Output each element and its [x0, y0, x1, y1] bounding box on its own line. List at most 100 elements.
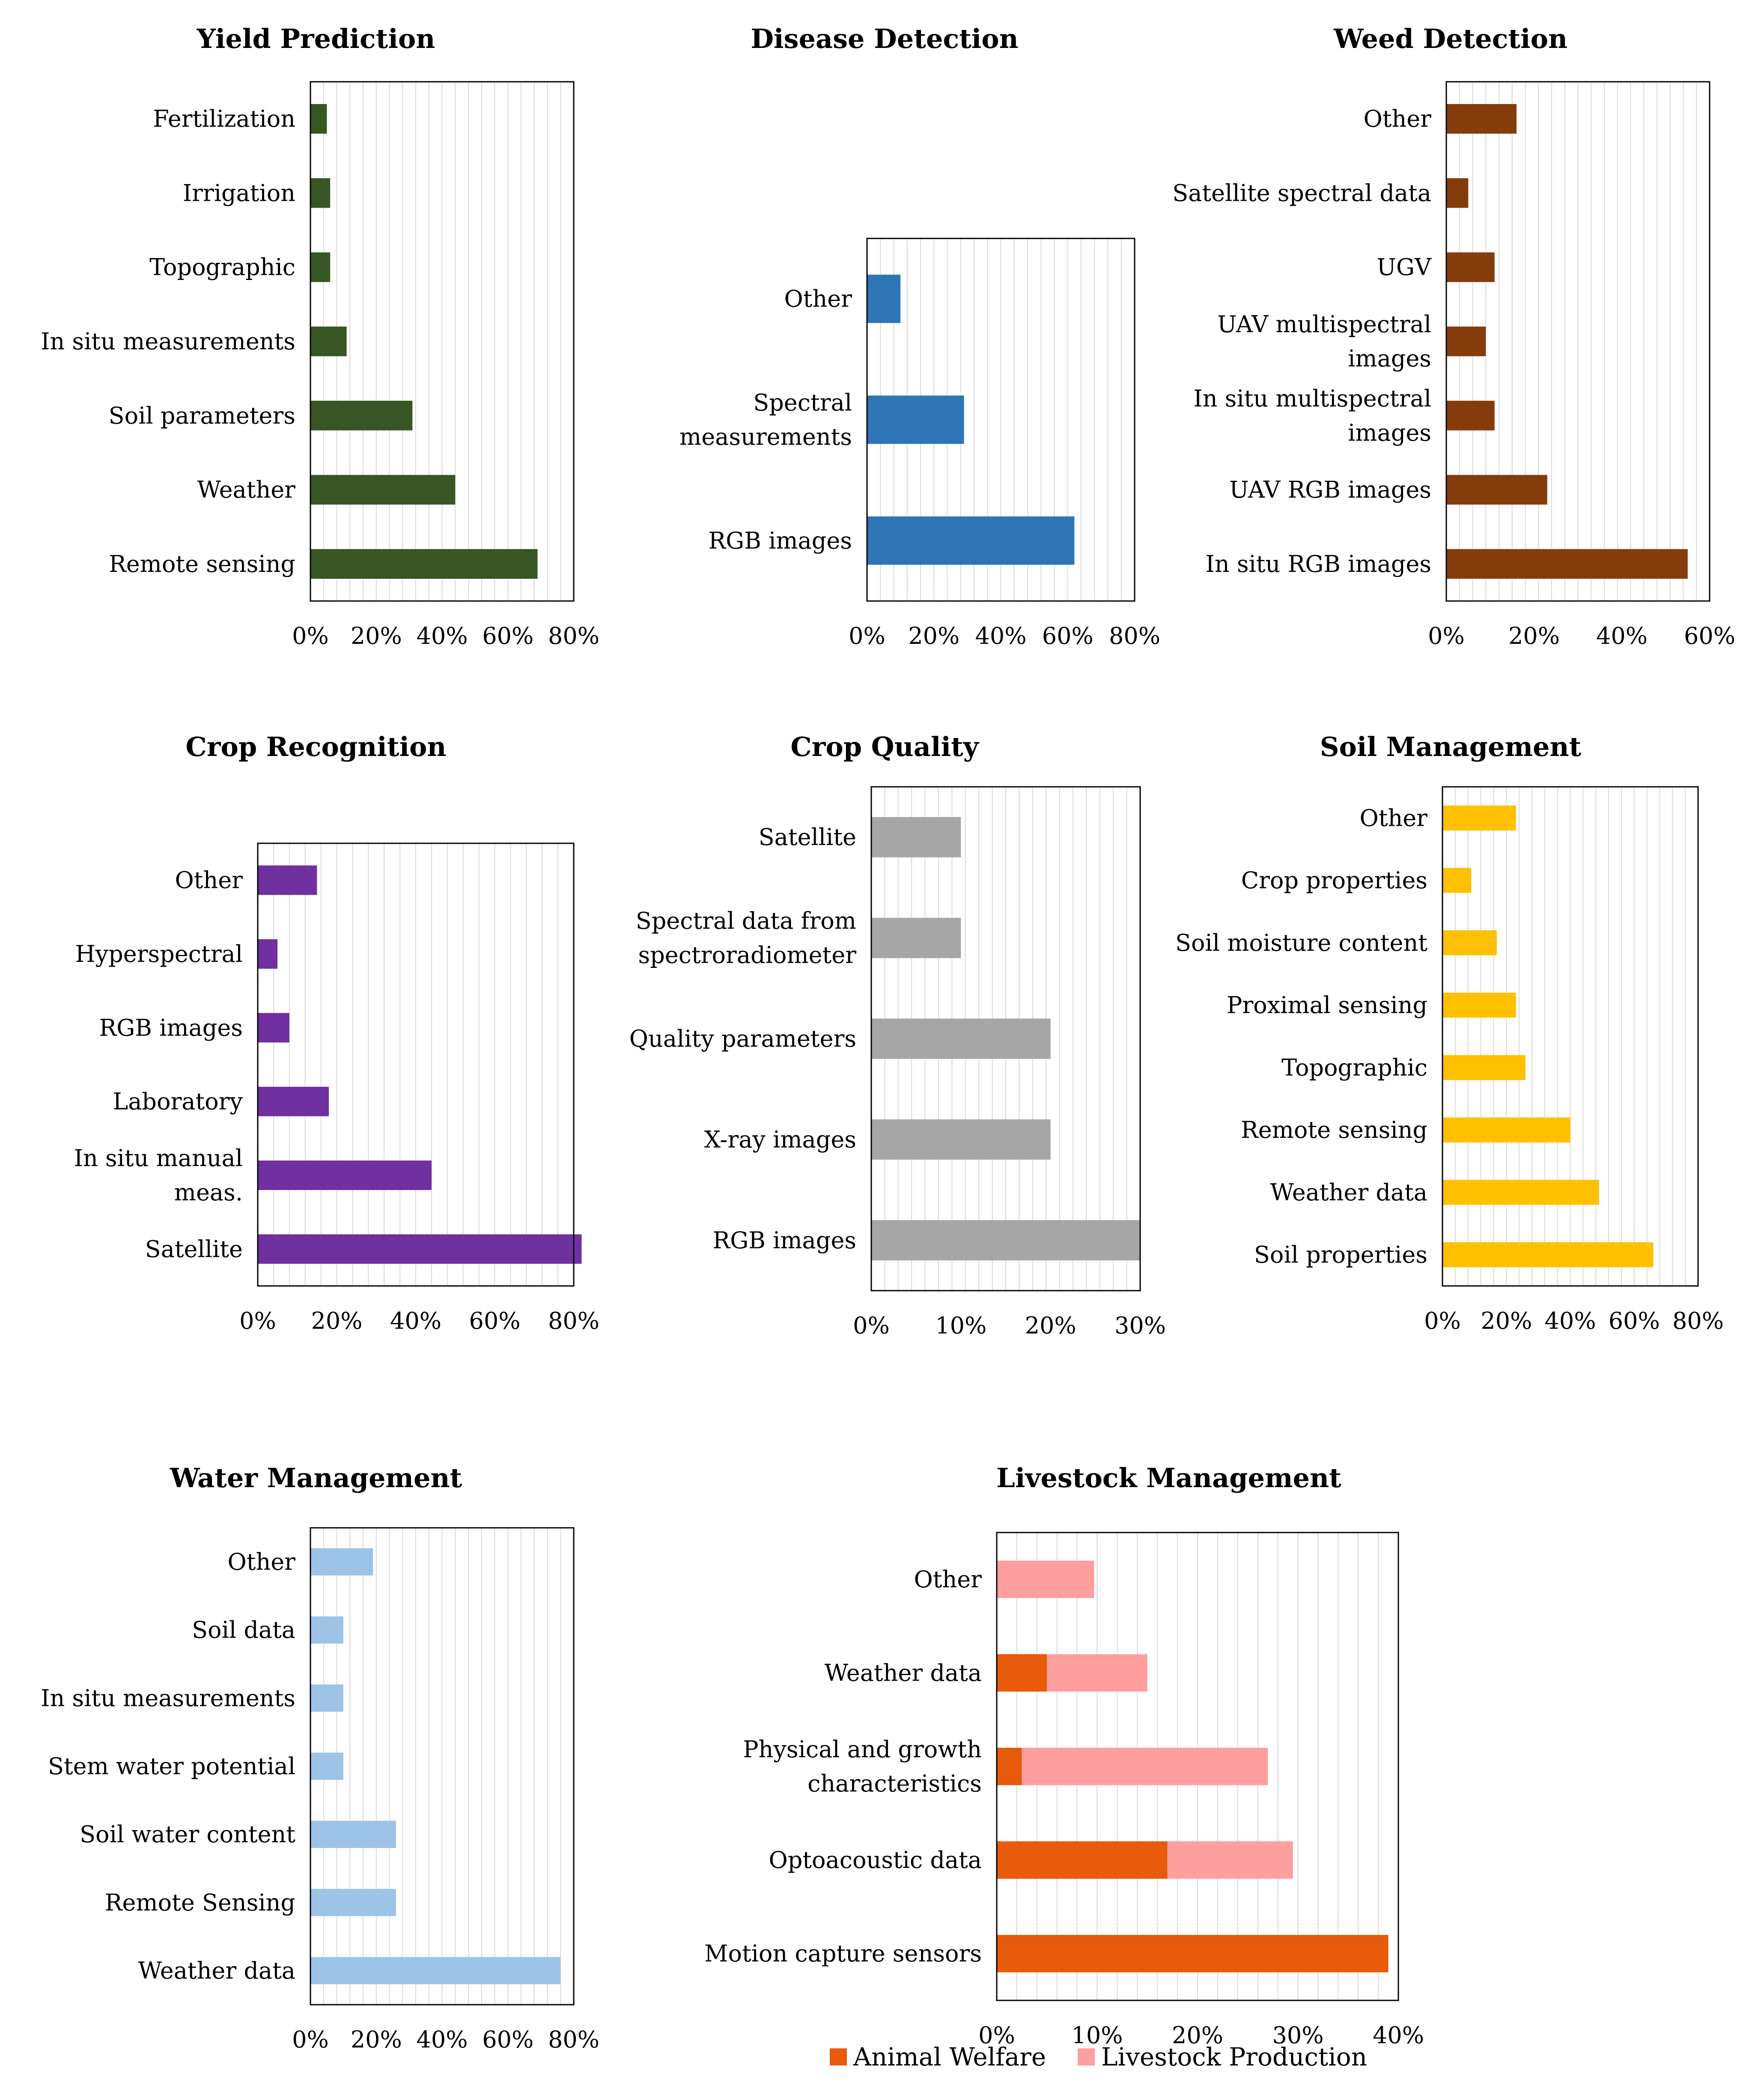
bar-other: [310, 1548, 373, 1576]
chart-title: Weed Detection: [1333, 23, 1567, 54]
category-label: Quality parameters: [629, 1025, 856, 1052]
x-tick-label: 80%: [1672, 1307, 1724, 1334]
legend: Animal Welfare Livestock Production: [830, 2042, 1367, 2071]
bar-other: [258, 865, 317, 895]
bar-remote-sensing: [310, 1889, 396, 1916]
bar-spectral-data-from-spectroradiometer: [871, 918, 961, 958]
bar-quality-parameters: [871, 1018, 1051, 1059]
x-tick-label: 20%: [1508, 622, 1560, 649]
bar-in-situ-manual-meas: [258, 1161, 432, 1190]
category-label: In situ multispectral: [1193, 385, 1431, 412]
x-tick-label: 20%: [351, 2026, 402, 2053]
category-label: Hyperspectral: [75, 940, 243, 967]
bar-satellite-spectral-data: [1446, 178, 1469, 208]
category-label: Soil moisture content: [1175, 929, 1427, 956]
bar-irrigation: [310, 178, 331, 208]
bar-animal-welfare-physical-and-growth-characteristics: [997, 1747, 1022, 1786]
chart-title: Crop Recognition: [186, 731, 447, 762]
chart-title: Disease Detection: [751, 23, 1018, 54]
bar-rgb-images: [867, 516, 1075, 565]
category-label: Remote sensing: [109, 551, 295, 577]
plot-area-frame: [996, 1532, 1399, 2001]
category-label: spectroradiometer: [638, 942, 857, 969]
bar-remote-sensing: [310, 549, 538, 579]
x-tick-label: 0%: [239, 1307, 276, 1334]
bar-livestock-production-optoacoustic-data: [1167, 1841, 1293, 1879]
bar-soil-water-content: [310, 1821, 396, 1848]
bar-soil-moisture-content: [1442, 930, 1497, 955]
bar-rgb-images: [871, 1220, 1140, 1261]
category-label: Soil water content: [80, 1821, 295, 1848]
category-label: meas.: [174, 1179, 243, 1206]
bar-other: [867, 274, 901, 323]
category-label: Proximal sensing: [1227, 992, 1427, 1019]
chart-title: Crop Quality: [790, 731, 979, 762]
x-tick-label: 60%: [469, 1307, 520, 1334]
bar-in-situ-rgb-images: [1446, 549, 1688, 579]
category-label: Laboratory: [113, 1088, 243, 1115]
x-tick-label: 40%: [1596, 622, 1648, 649]
category-label: Weather data: [825, 1659, 982, 1686]
category-label: X-ray images: [704, 1126, 856, 1153]
chart-yield: Yield Prediction Fertilization Irrigation T…: [41, 23, 599, 649]
x-tick-label: 0%: [1428, 622, 1465, 649]
x-tick-label: 20%: [1481, 1307, 1532, 1334]
bar-satellite: [258, 1234, 582, 1264]
bar-topographic: [310, 252, 331, 282]
x-tick-label: 60%: [1042, 622, 1094, 649]
bar-fertilization: [310, 104, 327, 134]
category-label: Soil parameters: [109, 402, 295, 429]
x-tick-label: 20%: [1025, 1312, 1076, 1339]
x-tick-label: 10%: [1071, 2022, 1123, 2049]
x-tick-label: 20%: [311, 1307, 362, 1334]
bar-livestock-production-weather-data: [1047, 1654, 1147, 1692]
category-label: RGB images: [712, 1227, 856, 1254]
plot-area-frame: [310, 1527, 575, 2006]
category-label: Remote sensing: [1241, 1116, 1427, 1143]
bar-weather-data: [310, 1957, 561, 1985]
x-tick-label: 0%: [978, 2022, 1015, 2049]
category-label: In situ manual: [74, 1145, 243, 1172]
plot-area-frame: [257, 842, 575, 1287]
category-label: Topographic: [149, 254, 295, 281]
chart-croprec: Crop Recognition Other Hyperspectral RGB im…: [74, 731, 599, 1334]
category-label: Spectral: [753, 389, 852, 416]
x-tick-label: 0%: [292, 2026, 329, 2053]
bar-rgb-images: [258, 1013, 289, 1043]
category-label: Spectral data from: [636, 908, 856, 934]
plot-area-frame: [866, 238, 1135, 602]
bar-weather: [310, 475, 456, 505]
bar-stem-water-potential: [310, 1753, 343, 1780]
category-label: In situ measurements: [41, 328, 295, 355]
bar-x-ray-images: [871, 1119, 1051, 1160]
x-tick-label: 60%: [1609, 1307, 1660, 1334]
legend-label-animal-welfare: Animal Welfare: [853, 2042, 1046, 2071]
legend-swatch-livestock-production: [1078, 2048, 1095, 2065]
category-label: Satellite: [759, 824, 856, 851]
x-tick-label: 30%: [1114, 1312, 1166, 1339]
x-tick-label: 40%: [1373, 2022, 1424, 2049]
x-tick-label: 10%: [935, 1312, 986, 1339]
bar-ugv: [1446, 252, 1495, 282]
category-label: Soil data: [192, 1616, 295, 1643]
bar-topographic: [1442, 1055, 1526, 1080]
category-label: Optoacoustic data: [769, 1847, 982, 1874]
category-label: measurements: [679, 423, 852, 450]
chart-livestock: Livestock Management Other Weather data Phy…: [704, 1462, 1424, 2049]
category-label: Motion capture sensors: [704, 1940, 982, 1967]
x-tick-label: 80%: [548, 622, 599, 649]
category-label: Other: [1359, 804, 1427, 831]
bar-in-situ-measurements: [310, 326, 347, 357]
category-label: In situ measurements: [41, 1684, 295, 1711]
bar-in-situ-measurements: [310, 1684, 343, 1712]
category-label: Stem water potential: [48, 1753, 295, 1780]
category-label: Weather: [197, 476, 296, 503]
chart-title: Yield Prediction: [197, 23, 435, 54]
category-label: Other: [914, 1566, 982, 1593]
bar-soil-data: [310, 1616, 343, 1644]
bar-in-situ-multispectral-images: [1446, 401, 1495, 431]
category-label: Physical and growth: [743, 1736, 982, 1763]
category-label: UGV: [1377, 254, 1432, 281]
x-tick-label: 80%: [548, 1307, 599, 1334]
